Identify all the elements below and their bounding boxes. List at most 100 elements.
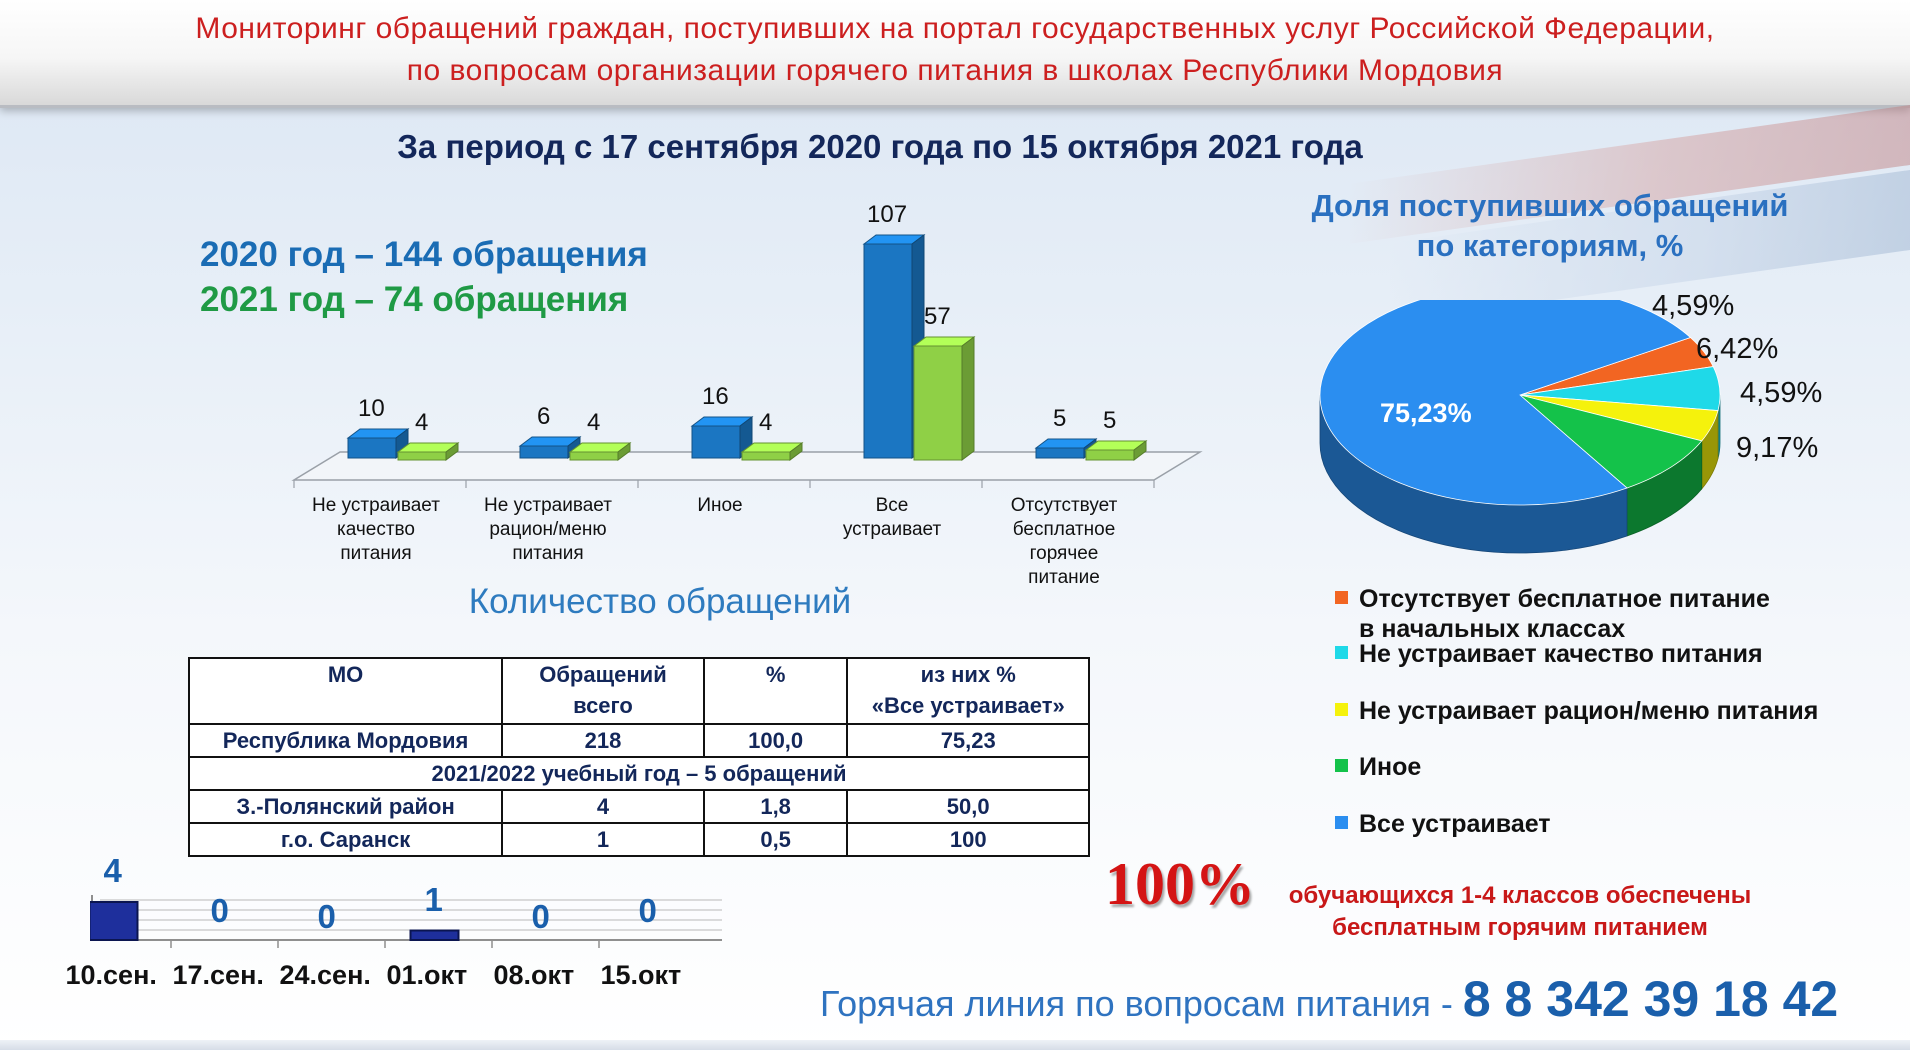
pie-slice <box>1519 394 1703 489</box>
weekly-value-label: 0 <box>210 892 229 929</box>
hotline-label: Горячая линия по вопросам питания - <box>820 983 1463 1024</box>
cell-satisfied: 100 <box>846 822 1090 857</box>
pie-title-line2: по категориям, % <box>1416 228 1684 263</box>
legend-swatch-orange <box>1335 591 1348 604</box>
bar <box>1084 440 1148 461</box>
bar-value-label: 4 <box>415 409 429 436</box>
bar-category-label-line: Не устраивает <box>312 495 440 516</box>
bar-category-label-line: бесплатное <box>1012 519 1116 540</box>
header-satisfied-line2: «Все устраивает» <box>871 693 1065 718</box>
cell-mo: З.-Полянский район <box>187 789 504 824</box>
students-note: обучающихся 1-4 классов обеспечены беспл… <box>1240 880 1800 944</box>
bar-category-label-line: питание <box>1028 567 1100 588</box>
header-satisfied: из них % «Все устраивает» <box>846 657 1090 725</box>
bar-value-label: 5 <box>1103 407 1117 434</box>
hotline: Горячая линия по вопросам питания - 8 8 … <box>820 970 1838 1028</box>
count-title: Количество обращений <box>468 582 852 621</box>
bar-category-label-line: питания <box>340 543 412 564</box>
table-section-row: 2021/2022 учебный год – 5 обращений <box>188 756 1090 791</box>
cell-total: 1 <box>501 822 705 857</box>
legend-label: Не устраивает рацион/меню питания <box>1359 697 1819 725</box>
students-note-line2: бесплатным горячим питанием <box>1332 914 1708 941</box>
legend-swatch-cyan <box>1335 646 1348 659</box>
cell-total: 4 <box>501 789 705 824</box>
cell-pct: 1,8 <box>702 789 849 824</box>
bar-value-label: 4 <box>759 409 773 436</box>
weekly-bar <box>409 929 460 941</box>
bar <box>396 442 460 461</box>
weekly-value-label: 1 <box>424 880 443 918</box>
bar-category-label-line: Все <box>875 495 909 516</box>
year-2021-total: 2021 год – 74 обращения <box>200 280 629 319</box>
cell-pct: 100,0 <box>702 723 849 758</box>
bar-category-label-line: Не устраивает <box>484 495 612 516</box>
municipality-table: МО Обращений всего % из них % «Все устраив… <box>187 657 1090 857</box>
bar-value-label: 6 <box>537 403 551 430</box>
bar <box>568 442 632 461</box>
cell-mo: г.о. Саранск <box>187 822 504 857</box>
legend-text-line1: Отсутствует бесплатное питание <box>1359 585 1770 613</box>
bar-value-label: 10 <box>358 395 385 422</box>
bar-value-label: 107 <box>867 201 908 228</box>
legend-swatch-green <box>1335 759 1348 772</box>
bar-chart-floor <box>291 451 1203 481</box>
header-total-line1: Обращений <box>539 662 667 687</box>
header-mo: МО <box>187 657 504 725</box>
bar-value-label: 57 <box>924 303 951 330</box>
table-row: Республика Мордовия 218 100,0 75,23 <box>187 723 1090 758</box>
cell-total: 218 <box>501 723 705 758</box>
cell-mo: Республика Мордовия <box>187 723 504 758</box>
header-pct: % <box>702 657 849 725</box>
year-2020-total: 2020 год – 144 обращения <box>200 235 648 274</box>
pie-label-no-free-meal: 4,59% <box>1652 290 1735 322</box>
header-band <box>0 0 1910 108</box>
pie-title-line1: Доля поступивших обращений <box>1311 188 1789 223</box>
category-pie-chart <box>1319 300 1721 554</box>
bar <box>912 336 976 461</box>
bar-category-label: Не устраивает рацион/меню питания <box>468 494 628 566</box>
hotline-number: 8 8 342 39 18 42 <box>1462 971 1839 1027</box>
students-note-line1: обучающихся 1-4 классов обеспечены <box>1288 882 1752 909</box>
bar-value-label: 5 <box>1053 405 1067 432</box>
weekly-category-label: 15.окт <box>600 960 682 990</box>
bar-value-label: 16 <box>702 383 729 410</box>
pie-label-other: 9,17% <box>1736 432 1819 464</box>
bar-category-label-line: Иное <box>697 495 743 516</box>
pie-title: Доля поступивших обращений по категориям… <box>1290 186 1810 266</box>
weekly-value-label: 4 <box>103 852 122 889</box>
table-header-row: МО Обращений всего % из них % «Все устраив… <box>187 657 1090 725</box>
bar <box>690 416 754 459</box>
bar-value-label: 4 <box>587 409 601 436</box>
category-bar-chart <box>291 234 1203 488</box>
bar-category-label: Не устраивает качество питания <box>296 494 456 566</box>
weekly-value-label: 0 <box>638 892 657 929</box>
hundred-percent-badge: 100% <box>1105 851 1255 917</box>
header-total: Обращений всего <box>501 657 705 725</box>
bar-category-label-line: питания <box>512 543 584 564</box>
cell-satisfied: 75,23 <box>846 723 1090 758</box>
legend-label: Не устраивает качество питания <box>1359 640 1763 668</box>
bar-category-label-line: Отсутствует <box>1010 495 1118 516</box>
page-title: Мониторинг обращений граждан, поступивши… <box>0 8 1910 92</box>
weekly-category-label: 01.окт <box>386 960 468 990</box>
cell-section: 2021/2022 учебный год – 5 обращений <box>188 756 1090 791</box>
table-row: З.-Полянский район 4 1,8 50,0 <box>187 789 1090 824</box>
weekly-category-label: 17.сен. <box>172 960 264 990</box>
weekly-bar-chart <box>90 895 722 948</box>
weekly-category-label: 10.сен. <box>65 960 157 990</box>
legend-swatch-yellow <box>1335 703 1348 716</box>
period-title: За период с 17 сентября 2020 года по 15 … <box>397 128 1363 165</box>
legend-label: Отсутствует бесплатное питание в начальн… <box>1359 584 1770 644</box>
page-title-line2: по вопросам организации горячего питания… <box>406 54 1504 87</box>
cell-satisfied: 50,0 <box>846 789 1090 824</box>
header-satisfied-line1: из них % <box>920 662 1016 687</box>
weekly-category-label: 24.сен. <box>279 960 371 990</box>
pie-label-quality: 6,42% <box>1696 333 1779 365</box>
legend-label: Все устраивает <box>1359 810 1551 838</box>
weekly-value-label: 0 <box>317 898 336 935</box>
cell-pct: 0,5 <box>702 822 849 857</box>
bar-category-label-line: качество <box>337 519 415 540</box>
bar-category-label: Иное <box>640 494 800 518</box>
bar-category-label: Отсутствует бесплатное горячее питание <box>984 494 1144 590</box>
header-total-line2: всего <box>573 693 633 718</box>
